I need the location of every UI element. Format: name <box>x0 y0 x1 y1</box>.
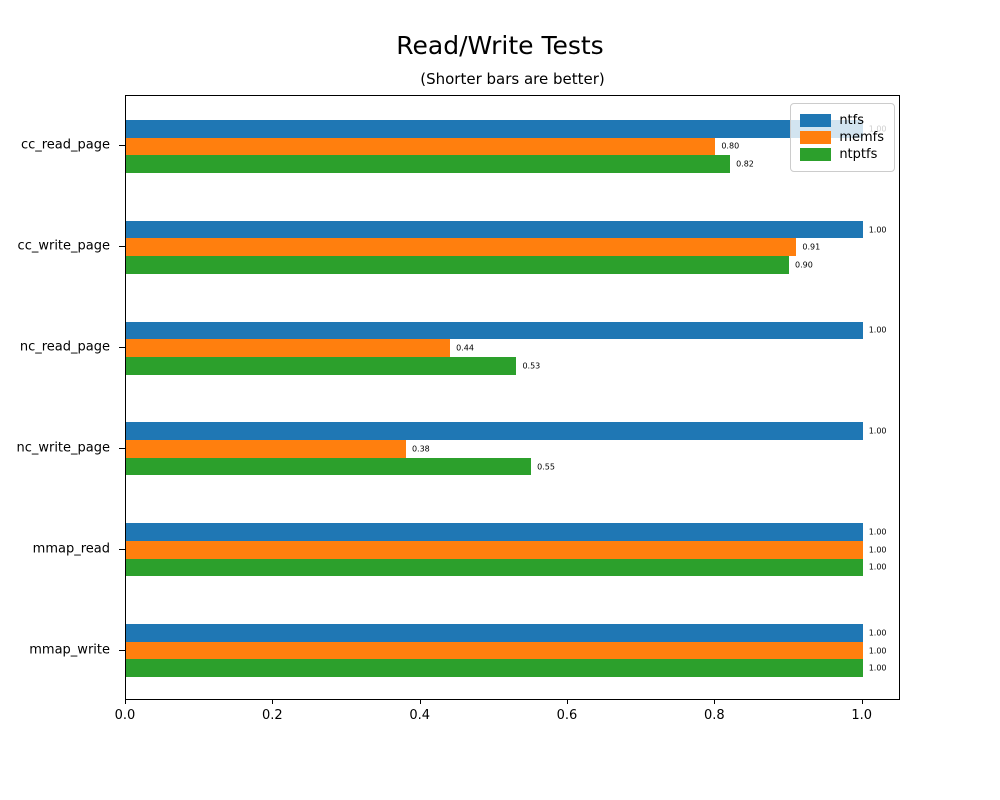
x-axis-tick-mark <box>419 700 421 704</box>
legend-item: memfs <box>800 130 884 145</box>
legend-label: ntptfs <box>839 147 878 162</box>
bar-value-label: 0.55 <box>537 462 555 472</box>
bar-ntptfs <box>126 558 863 577</box>
bar-value-label: 1.00 <box>868 628 887 638</box>
x-axis-tick-label: 0.2 <box>261 708 283 723</box>
x-axis-tick-label: 0.4 <box>409 708 431 723</box>
y-axis-category-label: mmap_read <box>32 541 110 557</box>
bar-value-label: 1.00 <box>868 646 887 656</box>
x-axis-tick-mark <box>861 700 863 704</box>
bar-value-label: 1.00 <box>868 663 887 673</box>
bar-ntfs <box>126 119 863 138</box>
x-axis-tick-label: 1.0 <box>851 708 873 723</box>
bar-memfs <box>126 540 863 559</box>
legend: ntfs memfs ntptfs <box>790 103 895 172</box>
y-axis-tick-mark <box>119 548 125 550</box>
x-axis-tick-label: 0.6 <box>556 708 578 723</box>
bar-value-label: 1.00 <box>868 527 887 537</box>
bar-ntptfs <box>126 256 790 274</box>
y-axis-tick-mark <box>119 145 125 147</box>
legend-label: memfs <box>839 130 884 145</box>
x-axis-tick-label: 0.0 <box>114 708 136 723</box>
x-axis-tick-mark <box>567 700 568 704</box>
bar-value-label: 0.53 <box>522 361 541 371</box>
bar-value-label: 1.00 <box>868 426 887 436</box>
x-axis-tick-label: 0.8 <box>704 708 725 723</box>
y-axis-tick-mark <box>119 347 125 349</box>
x-axis-tick-mark <box>714 700 716 704</box>
bar-value-label: 0.91 <box>802 242 821 252</box>
y-axis-category-label: cc_read_page <box>20 137 110 153</box>
bar-ntptfs <box>126 659 863 678</box>
bar-value-label: 1.00 <box>868 325 887 335</box>
bar-ntfs <box>126 624 863 642</box>
legend-label: ntfs <box>839 113 864 128</box>
bar-value-label: 0.90 <box>795 260 813 270</box>
bar-value-label: 0.44 <box>456 343 474 353</box>
x-axis-tick-mark <box>272 700 274 704</box>
y-axis-tick-mark <box>119 246 125 248</box>
plot-area: 1.00 0.80 0.82 1.00 0.91 0.90 1.00 0.44 0.53 1.00… <box>125 95 900 700</box>
y-axis-tick-mark <box>119 649 125 651</box>
bar-value-label: 0.82 <box>736 159 754 169</box>
bar-value-label: 0.38 <box>411 444 430 454</box>
legend-item: ntptfs <box>800 147 884 162</box>
bar-ntfs <box>126 220 863 239</box>
y-axis-tick-mark <box>119 447 125 449</box>
legend-swatch-ntfs <box>800 114 832 127</box>
bar-value-label: 0.80 <box>721 141 740 151</box>
bar-memfs <box>126 440 406 458</box>
bar-memfs <box>126 641 863 660</box>
bar-ntfs <box>126 321 863 340</box>
y-axis-category-label: cc_write_page <box>17 238 110 254</box>
x-axis-tick-mark <box>125 700 126 704</box>
bar-memfs <box>126 339 451 357</box>
bar-value-label: 1.00 <box>868 545 887 555</box>
bar-value-label: 1.00 <box>868 562 887 572</box>
bar-memfs <box>126 238 797 257</box>
y-axis-category-label: nc_write_page <box>16 440 110 456</box>
legend-item: ntfs <box>800 113 884 128</box>
bar-value-label: 1.00 <box>868 225 887 235</box>
bar-ntptfs <box>126 155 731 173</box>
bar-ntfs <box>126 422 863 441</box>
legend-swatch-memfs <box>800 131 832 144</box>
chart-title: Read/Write Tests <box>396 31 604 60</box>
y-axis-category-label: mmap_write <box>29 642 110 658</box>
bar-ntfs <box>126 523 863 541</box>
bar-ntptfs <box>126 457 532 476</box>
chart-subtitle: (Shorter bars are better) <box>420 70 605 88</box>
y-axis-category-label: nc_read_page <box>19 339 110 355</box>
bar-memfs <box>126 137 716 156</box>
legend-swatch-ntptfs <box>800 148 832 161</box>
bar-ntptfs <box>126 356 517 375</box>
